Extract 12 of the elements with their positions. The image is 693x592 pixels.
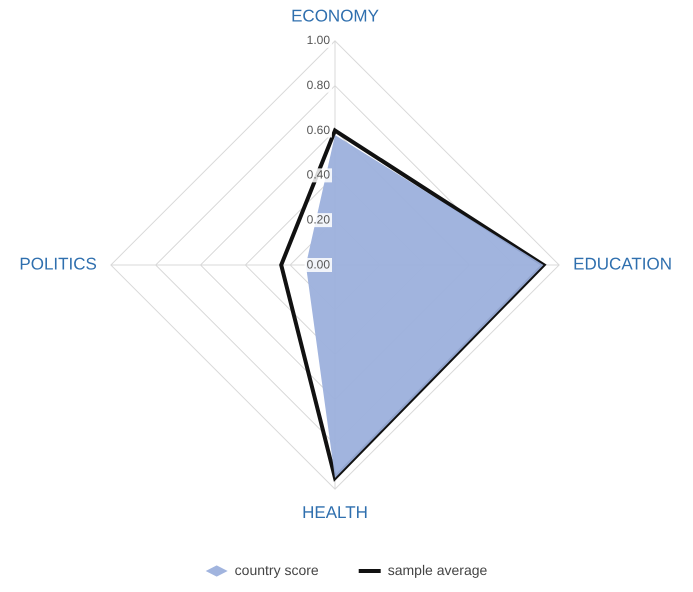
y-tick-label: 0.20 <box>306 212 330 226</box>
spoke-label: EDUCATION <box>573 254 672 274</box>
spoke-label: ECONOMY <box>291 6 379 26</box>
legend-label: country score <box>234 562 319 578</box>
y-tick-label: 1.00 <box>306 33 330 48</box>
y-tick-label: 0.40 <box>306 168 330 182</box>
y-tick-label: 0.00 <box>306 257 330 272</box>
spoke-label: POLITICS <box>19 254 97 274</box>
spoke-label: HEALTH <box>302 503 368 522</box>
y-tick-label: 0.60 <box>306 122 330 137</box>
y-tick-label: 0.80 <box>306 78 330 92</box>
legend-label: sample average <box>388 562 488 578</box>
